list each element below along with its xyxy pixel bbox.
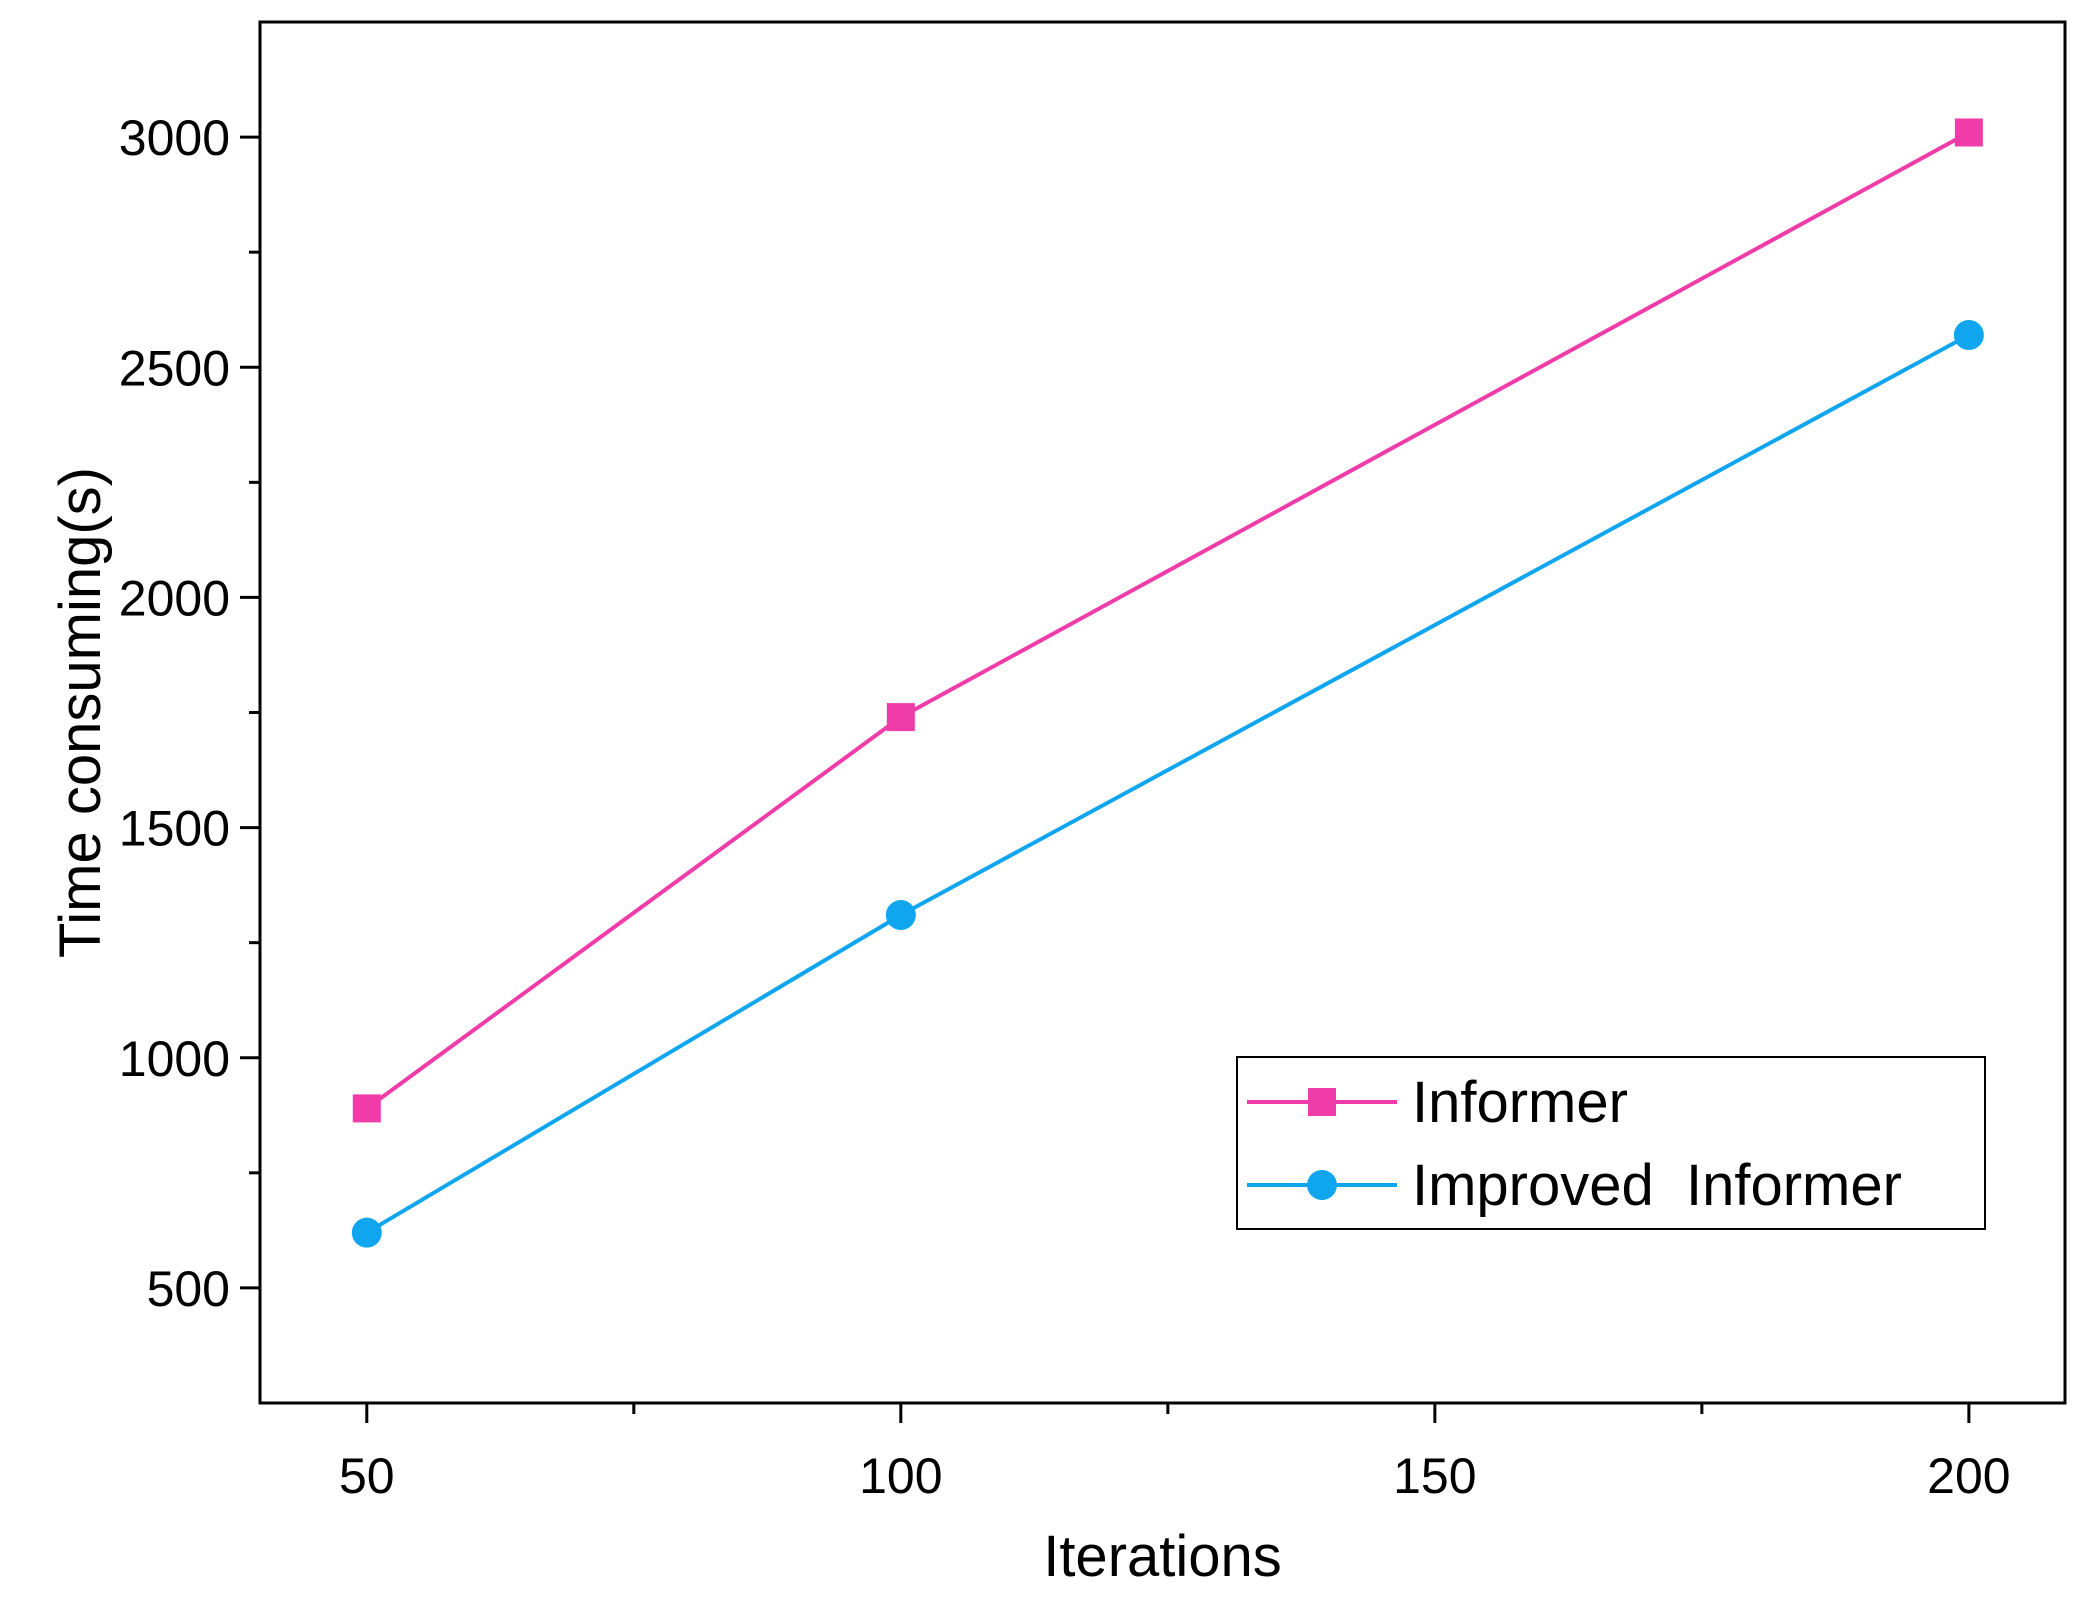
series-layer <box>351 118 1984 1248</box>
legend-marker-circle-icon <box>1307 1170 1337 1200</box>
y-tick-label: 500 <box>147 1261 230 1317</box>
data-point-circle <box>351 1217 382 1248</box>
x-tick-label: 100 <box>859 1448 942 1504</box>
data-point-circle <box>885 900 916 931</box>
y-tick-label: 2000 <box>119 570 230 626</box>
legend: Informer Improved Informer <box>1236 1056 1986 1230</box>
x-tick-label: 150 <box>1393 1448 1476 1504</box>
data-point-square <box>352 1094 381 1123</box>
y-tick-label: 2500 <box>119 340 230 396</box>
x-axis-title: Iterations <box>1043 1524 1282 1589</box>
legend-box <box>1236 1056 1986 1230</box>
legend-label-informer: Informer <box>1412 1070 1628 1135</box>
legend-label-improved-informer: Improved Informer <box>1412 1153 1902 1218</box>
axis-layer: 50 100 150 200 500 1000 1500 2000 2500 3000 <box>119 110 2011 1504</box>
x-tick-label: 50 <box>339 1448 395 1504</box>
data-point-circle <box>1953 320 1984 351</box>
legend-marker-square-icon <box>1308 1088 1336 1116</box>
y-tick-label: 1000 <box>119 1031 230 1087</box>
x-tick-label: 200 <box>1927 1448 2010 1504</box>
y-tick-label: 1500 <box>119 801 230 857</box>
y-tick-label: 3000 <box>119 110 230 166</box>
data-point-square <box>886 703 915 732</box>
y-axis-title: Time consuming(s) <box>48 467 113 958</box>
data-point-square <box>1954 118 1983 147</box>
